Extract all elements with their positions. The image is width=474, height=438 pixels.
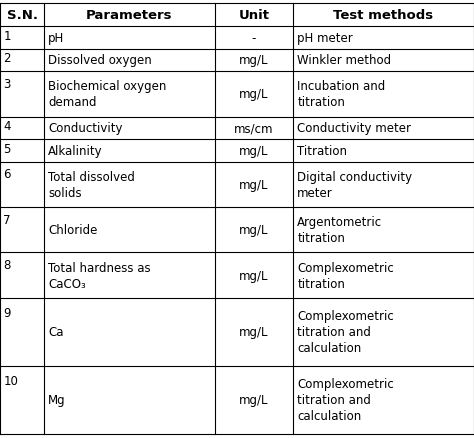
Text: Biochemical oxygen
demand: Biochemical oxygen demand <box>48 80 167 109</box>
Text: Total hardness as
CaCO₃: Total hardness as CaCO₃ <box>48 261 151 290</box>
Text: pH meter: pH meter <box>297 32 353 45</box>
Text: mg/L: mg/L <box>239 224 269 237</box>
Text: mg/L: mg/L <box>239 325 269 339</box>
Text: pH: pH <box>48 32 64 45</box>
Text: Conductivity: Conductivity <box>48 122 123 135</box>
Text: Digital conductivity
meter: Digital conductivity meter <box>297 171 412 200</box>
Text: 3: 3 <box>3 78 11 91</box>
Text: 10: 10 <box>3 374 18 387</box>
Text: Winkler method: Winkler method <box>297 54 392 67</box>
Text: 8: 8 <box>3 258 11 271</box>
Text: 2: 2 <box>3 52 11 65</box>
Text: Argentometric
titration: Argentometric titration <box>297 216 383 245</box>
Text: 9: 9 <box>3 306 11 319</box>
Text: mg/L: mg/L <box>239 145 269 158</box>
Text: S.N.: S.N. <box>7 9 37 22</box>
Text: Complexometric
titration: Complexometric titration <box>297 261 394 290</box>
Text: mg/L: mg/L <box>239 88 269 101</box>
Text: -: - <box>252 32 256 45</box>
Text: Alkalinity: Alkalinity <box>48 145 103 158</box>
Text: mg/L: mg/L <box>239 393 269 406</box>
Text: Titration: Titration <box>297 145 347 158</box>
Text: Parameters: Parameters <box>86 9 173 22</box>
Text: Conductivity meter: Conductivity meter <box>297 122 411 135</box>
Text: 5: 5 <box>3 143 11 155</box>
Text: Unit: Unit <box>238 9 269 22</box>
Text: 1: 1 <box>3 30 11 42</box>
Text: Complexometric
titration and
calculation: Complexometric titration and calculation <box>297 377 394 422</box>
Text: Ca: Ca <box>48 325 64 339</box>
Text: 6: 6 <box>3 168 11 181</box>
Text: mg/L: mg/L <box>239 179 269 191</box>
Text: Test methods: Test methods <box>333 9 434 22</box>
Text: ms/cm: ms/cm <box>234 122 273 135</box>
Text: mg/L: mg/L <box>239 269 269 282</box>
Text: 7: 7 <box>3 213 11 226</box>
Text: 4: 4 <box>3 120 11 133</box>
Text: mg/L: mg/L <box>239 54 269 67</box>
Text: Incubation and
titration: Incubation and titration <box>297 80 385 109</box>
Text: Mg: Mg <box>48 393 66 406</box>
Text: Complexometric
titration and
calculation: Complexometric titration and calculation <box>297 310 394 354</box>
Text: Dissolved oxygen: Dissolved oxygen <box>48 54 152 67</box>
Text: Total dissolved
solids: Total dissolved solids <box>48 171 135 200</box>
Text: Chloride: Chloride <box>48 224 98 237</box>
